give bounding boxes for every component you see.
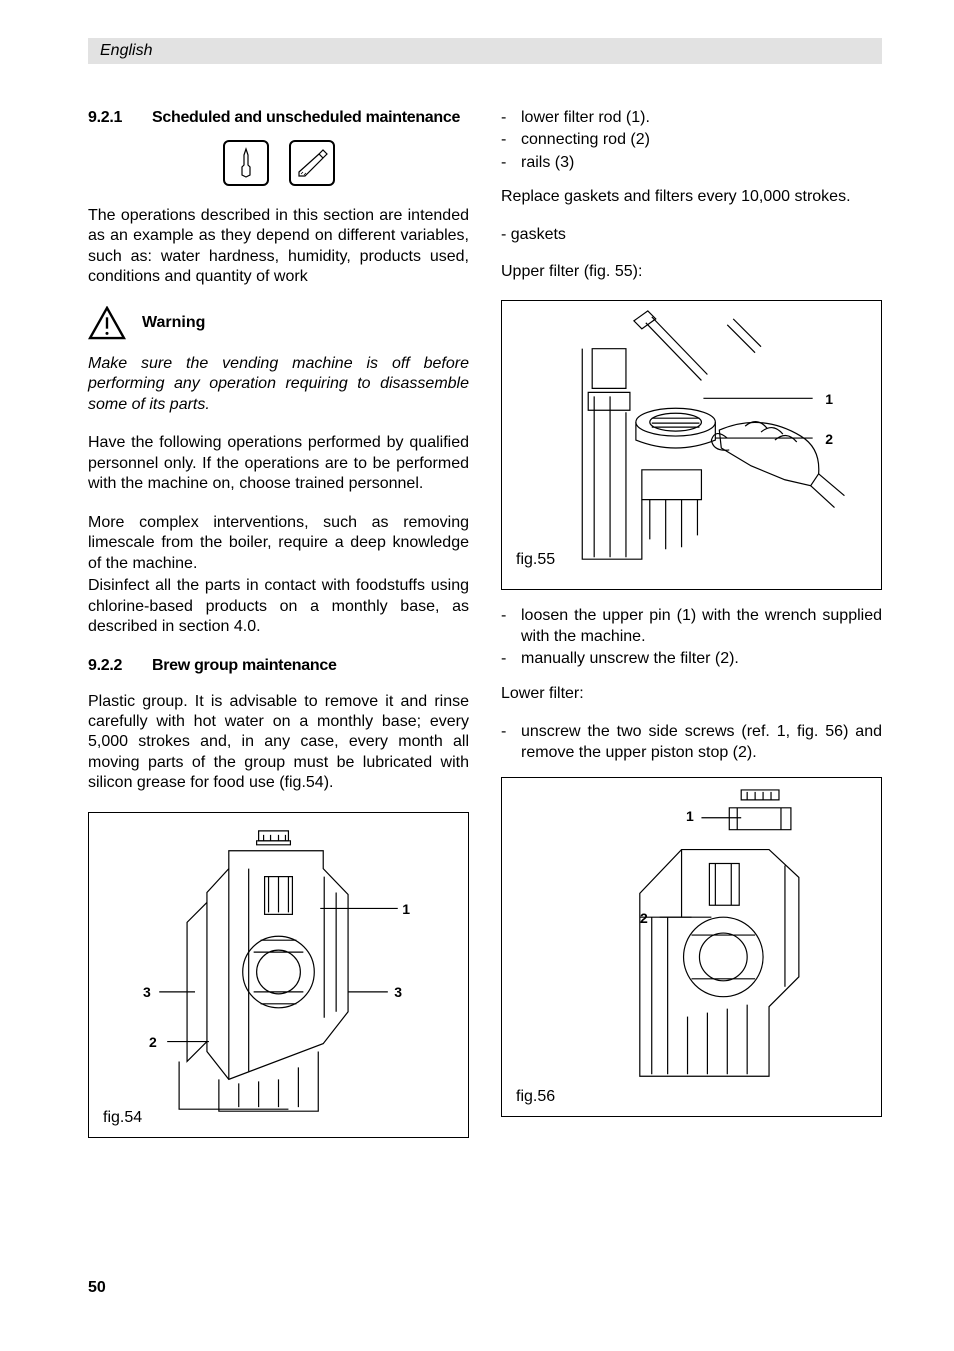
header-language: English xyxy=(100,42,152,60)
section-number: 9.2.2 xyxy=(88,656,152,676)
callout-3b: 3 xyxy=(394,984,402,1000)
fig55-diagram xyxy=(502,301,881,589)
paragraph: Replace gaskets and filters every 10,000… xyxy=(501,187,882,207)
list-3: -unscrew the two side screws (ref. 1, fi… xyxy=(501,722,882,763)
callout-2: 2 xyxy=(640,910,648,926)
list-item: connecting rod (2) xyxy=(521,130,650,150)
page: English 9.2.1 Scheduled and unscheduled … xyxy=(0,0,954,1351)
lower-filter-label: Lower filter: xyxy=(501,684,882,704)
warning-label: Warning xyxy=(142,314,205,332)
list-2: -loosen the upper pin (1) with the wrenc… xyxy=(501,606,882,669)
figure-55: 1 2 fig.55 xyxy=(501,300,882,590)
list-item: loosen the upper pin (1) with the wrench… xyxy=(521,606,882,647)
left-column: 9.2.1 Scheduled and unscheduled maintena… xyxy=(88,108,469,1154)
figure-54: 1 2 3 3 fig.54 xyxy=(88,812,469,1138)
paragraph: Have the following operations performed … xyxy=(88,433,469,494)
callout-2: 2 xyxy=(149,1034,157,1050)
page-number: 50 xyxy=(88,1279,106,1297)
brush-icon xyxy=(289,140,335,186)
fig54-diagram xyxy=(89,813,468,1137)
list-item: lower filter rod (1). xyxy=(521,108,650,128)
callout-2: 2 xyxy=(825,431,833,447)
callout-1: 1 xyxy=(402,901,410,917)
header-bar: English xyxy=(88,38,882,64)
warning-row: Warning xyxy=(88,306,469,340)
callout-1: 1 xyxy=(686,808,694,824)
paragraph: More complex interventions, such as remo… xyxy=(88,513,469,574)
figure-56: 1 2 fig.56 xyxy=(501,777,882,1117)
section-heading-922: 9.2.2 Brew group maintenance xyxy=(88,656,469,676)
columns: 9.2.1 Scheduled and unscheduled maintena… xyxy=(88,108,882,1154)
fig-caption: fig.56 xyxy=(516,1088,555,1106)
paragraph: Disinfect all the parts in contact with … xyxy=(88,576,469,637)
paragraph: Plastic group. It is advisable to remove… xyxy=(88,692,469,794)
upper-filter-label: Upper filter (fig. 55): xyxy=(501,262,882,282)
list-1: -lower filter rod (1). -connecting rod (… xyxy=(501,108,882,173)
callout-1: 1 xyxy=(825,391,833,407)
section-title: Scheduled and unscheduled maintenance xyxy=(152,108,460,128)
callout-3a: 3 xyxy=(143,984,151,1000)
warning-text: Make sure the vending machine is off bef… xyxy=(88,354,469,415)
fig-caption: fig.55 xyxy=(516,551,555,569)
list-item: unscrew the two side screws (ref. 1, fig… xyxy=(521,722,882,763)
list-item: manually unscrew the filter (2). xyxy=(521,649,882,669)
icon-row xyxy=(88,140,469,186)
fig56-diagram xyxy=(502,778,881,1116)
section-number: 9.2.1 xyxy=(88,108,152,128)
list-item: rails (3) xyxy=(521,153,574,173)
fig-caption: fig.54 xyxy=(103,1109,142,1127)
paragraph: The operations described in this section… xyxy=(88,206,469,288)
gaskets-line: - gaskets xyxy=(501,226,882,244)
section-heading-921: 9.2.1 Scheduled and unscheduled maintena… xyxy=(88,108,469,128)
screwdriver-icon xyxy=(223,140,269,186)
warning-icon xyxy=(88,306,126,340)
section-title: Brew group maintenance xyxy=(152,656,337,676)
right-column: -lower filter rod (1). -connecting rod (… xyxy=(501,108,882,1154)
